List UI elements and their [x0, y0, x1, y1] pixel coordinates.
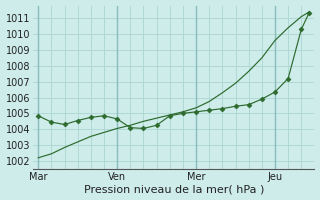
X-axis label: Pression niveau de la mer( hPa ): Pression niveau de la mer( hPa )	[84, 184, 264, 194]
